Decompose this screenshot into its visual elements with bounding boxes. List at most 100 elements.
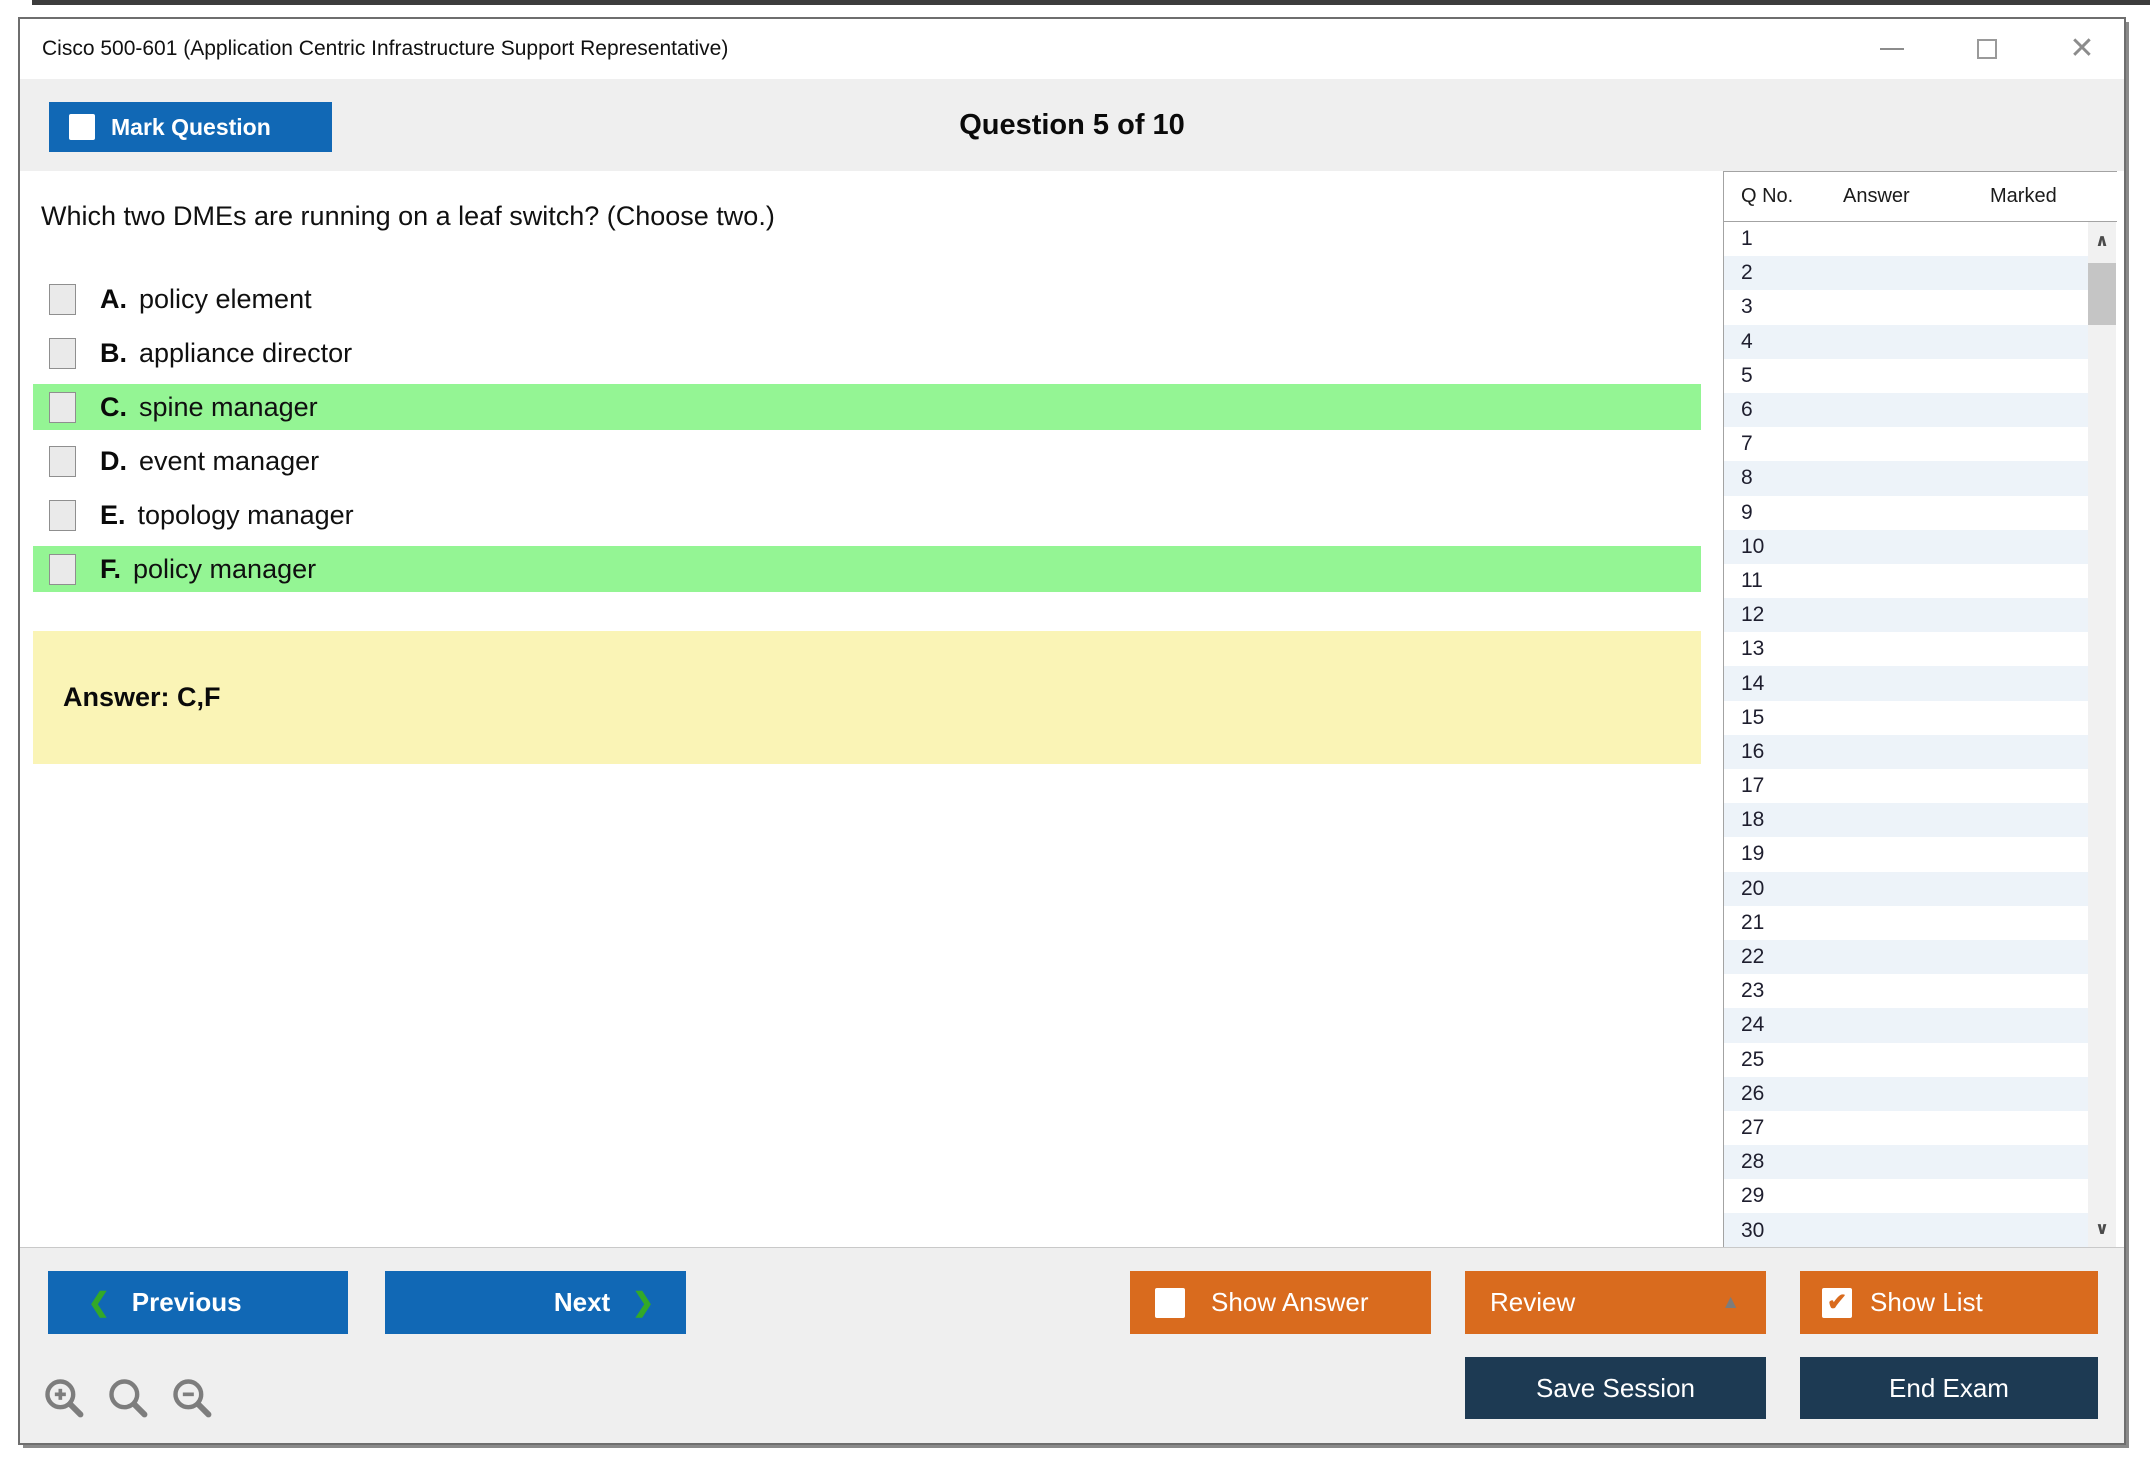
option-letter: C. [100, 391, 127, 422]
question-list-row[interactable]: 16 [1724, 734, 2088, 769]
question-list-row[interactable]: 9 [1724, 495, 2088, 530]
question-list-row[interactable]: 26 [1724, 1076, 2088, 1111]
answer-text: Answer: C,F [63, 682, 221, 712]
scroll-up-icon[interactable]: ∧ [2095, 231, 2109, 250]
minimize-button[interactable] [1874, 31, 1910, 67]
answer-option[interactable]: C. spine manager [33, 384, 1701, 430]
maximize-button[interactable] [1969, 31, 2005, 67]
zoom-out-icon[interactable] [170, 1376, 214, 1420]
option-checkbox[interactable] [49, 499, 76, 531]
option-checkbox[interactable] [49, 391, 76, 423]
question-number: 18 [1741, 808, 1765, 832]
exam-window: Cisco 500-601 (Application Centric Infra… [18, 17, 2126, 1445]
option-text: event manager [139, 445, 320, 476]
question-number: 14 [1741, 671, 1765, 695]
end-exam-label: End Exam [1889, 1372, 2009, 1403]
question-list-row[interactable]: 20 [1724, 871, 2088, 906]
question-list-row[interactable]: 7 [1724, 427, 2088, 462]
show-list-label: Show List [1870, 1287, 1983, 1317]
question-list-row[interactable]: 2 [1724, 256, 2088, 291]
question-list-row[interactable]: 6 [1724, 392, 2088, 428]
question-number: 29 [1741, 1184, 1765, 1208]
scrollbar-thumb[interactable] [2088, 263, 2116, 325]
question-number: 16 [1741, 739, 1765, 763]
question-list-row[interactable]: 30 [1724, 1213, 2088, 1248]
show-list-button[interactable]: ✔ Show List [1800, 1271, 2098, 1334]
column-qno: Q No. [1741, 185, 1794, 207]
question-number: 6 [1741, 398, 1753, 422]
column-marked: Marked [1990, 185, 2057, 207]
question-list-row[interactable]: 5 [1724, 358, 2088, 393]
option-checkbox[interactable] [49, 337, 76, 369]
question-list-row[interactable]: 1 [1724, 222, 2088, 257]
zoom-reset-icon[interactable] [106, 1376, 150, 1420]
option-checkbox[interactable] [49, 553, 76, 585]
question-list-row[interactable]: 28 [1724, 1145, 2088, 1180]
mark-question-button[interactable]: Mark Question [49, 102, 332, 152]
question-list: 1 2 3 4 5 6 7 8 9 10 11 12 13 14 15 16 17 18 19 20 21 22 23 24 2… [1724, 222, 2088, 1248]
save-session-button[interactable]: Save Session [1465, 1357, 1766, 1419]
zoom-in-icon[interactable] [42, 1376, 86, 1420]
question-list-scrollbar[interactable]: ∧ ∨ [2088, 222, 2116, 1248]
answer-option[interactable]: E. topology manager [33, 492, 1701, 538]
question-list-row[interactable]: 8 [1724, 461, 2088, 496]
option-letter: D. [100, 445, 127, 476]
question-number: 3 [1741, 295, 1753, 319]
question-list-row[interactable]: 17 [1724, 769, 2088, 804]
window-title: Cisco 500-601 (Application Centric Infra… [42, 37, 729, 60]
question-list-row[interactable]: 22 [1724, 939, 2088, 975]
question-list-row[interactable]: 15 [1724, 700, 2088, 735]
question-list-row[interactable]: 11 [1724, 563, 2088, 599]
question-list-row[interactable]: 18 [1724, 803, 2088, 838]
mark-question-label: Mark Question [111, 113, 271, 140]
question-number: 13 [1741, 637, 1765, 661]
option-checkbox[interactable] [49, 283, 76, 315]
question-number: 15 [1741, 705, 1765, 729]
footer-bar: ❮ Previous Next ❯ Show Answer Review ▲ ✔… [20, 1247, 2124, 1443]
answer-box: Answer: C,F [33, 631, 1701, 764]
question-list-row[interactable]: 25 [1724, 1042, 2088, 1077]
question-list-row[interactable]: 14 [1724, 666, 2088, 701]
close-button[interactable]: ✕ [2064, 31, 2100, 67]
question-number: 1 [1741, 227, 1753, 251]
question-list-row[interactable]: 24 [1724, 1008, 2088, 1043]
answer-option[interactable]: D. event manager [33, 438, 1701, 484]
maximize-icon [1977, 39, 1997, 59]
answer-option[interactable]: F. policy manager [33, 546, 1701, 592]
question-list-row[interactable]: 29 [1724, 1179, 2088, 1214]
scroll-down-icon[interactable]: ∨ [2095, 1219, 2109, 1238]
question-number: 28 [1741, 1150, 1765, 1174]
show-answer-checkbox[interactable] [1155, 1287, 1185, 1318]
option-text: topology manager [137, 499, 354, 530]
question-list-row[interactable]: 19 [1724, 837, 2088, 872]
question-list-row[interactable]: 27 [1724, 1110, 2088, 1146]
mark-question-checkbox[interactable] [69, 114, 95, 140]
question-number: 12 [1741, 603, 1765, 627]
show-list-checkbox[interactable]: ✔ [1822, 1287, 1852, 1318]
question-number: 11 [1741, 568, 1763, 592]
answer-option[interactable]: A. policy element [33, 276, 1701, 322]
next-button[interactable]: Next ❯ [385, 1271, 686, 1334]
question-list-header: Q No. Answer Marked [1724, 172, 2117, 222]
review-button[interactable]: Review ▲ [1465, 1271, 1766, 1334]
question-number: 21 [1741, 910, 1765, 934]
question-list-row[interactable]: 23 [1724, 974, 2088, 1009]
question-list-row[interactable]: 13 [1724, 632, 2088, 667]
option-letter: A. [100, 283, 127, 314]
question-list-row[interactable]: 4 [1724, 324, 2088, 359]
show-answer-button[interactable]: Show Answer [1130, 1271, 1431, 1334]
question-list-row[interactable]: 3 [1724, 290, 2088, 325]
question-list-row[interactable]: 12 [1724, 598, 2088, 633]
option-checkbox[interactable] [49, 445, 76, 477]
end-exam-button[interactable]: End Exam [1800, 1357, 2098, 1419]
minimize-icon [1880, 48, 1904, 50]
option-letter: F. [100, 553, 122, 584]
option-letter: B. [100, 337, 127, 368]
question-list-row[interactable]: 21 [1724, 905, 2088, 940]
option-text: appliance director [139, 337, 353, 368]
previous-button[interactable]: ❮ Previous [48, 1271, 348, 1334]
save-session-label: Save Session [1536, 1372, 1695, 1403]
question-list-row[interactable]: 10 [1724, 529, 2088, 564]
answer-option[interactable]: B. appliance director [33, 330, 1701, 376]
